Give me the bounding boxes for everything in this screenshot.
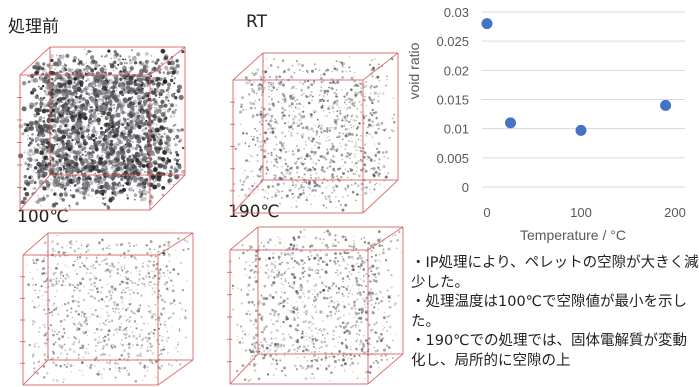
note-item: ・処理温度は100℃で空隙値が最小を示した。 bbox=[411, 294, 687, 330]
void-particles bbox=[233, 56, 396, 212]
data-points bbox=[481, 18, 672, 136]
cube-wireframe bbox=[20, 232, 194, 386]
data-point bbox=[660, 99, 672, 111]
data-point bbox=[481, 18, 493, 30]
data-point bbox=[505, 117, 516, 129]
cube-wireframe bbox=[230, 52, 399, 214]
panel-label-rt: RT bbox=[246, 12, 267, 32]
x-axis-label: Temperature / °C bbox=[520, 227, 626, 243]
panel-label-190c: 190℃ bbox=[228, 202, 280, 222]
x-tick-labels: 0 100 200 bbox=[483, 205, 685, 220]
y-tick-label: 0.025 bbox=[436, 34, 469, 49]
y-tick-label: 0 bbox=[462, 180, 469, 195]
void-cube-190c bbox=[227, 226, 404, 385]
note-item: ・190℃での処理では、固体電解質が変動化し、局所的に空隙の上 bbox=[411, 333, 687, 369]
note-item: ・IP処理により、ペレットの空隙が大きく減少した。 bbox=[411, 255, 699, 291]
void-cube-rt bbox=[230, 52, 399, 214]
void-cube-untreated bbox=[17, 46, 186, 211]
y-axis-label: void ratio bbox=[406, 42, 422, 99]
cube-wireframe bbox=[227, 226, 404, 385]
y-tick-label: 0.015 bbox=[436, 93, 469, 108]
panel-label-100c: 100℃ bbox=[17, 207, 69, 227]
y-tick-label: 0.02 bbox=[444, 63, 469, 78]
void-cube-100c bbox=[20, 232, 194, 386]
panel-label-untreated: 処理前 bbox=[8, 17, 59, 37]
findings-notes: ・IP処理により、ペレットの空隙が大きく減少した。 ・処理温度は100℃で空隙値… bbox=[411, 254, 699, 371]
data-point bbox=[575, 124, 587, 136]
y-tick-label: 0.005 bbox=[436, 151, 469, 166]
x-tick-label: 0 bbox=[483, 205, 490, 220]
x-tick-label: 200 bbox=[664, 205, 686, 220]
y-tick-label: 0.03 bbox=[444, 5, 469, 20]
chart-gridlines bbox=[482, 11, 685, 188]
cube-wireframe bbox=[17, 46, 186, 211]
x-tick-label: 100 bbox=[570, 205, 592, 220]
y-tick-label: 0.01 bbox=[444, 122, 469, 137]
y-tick-labels: 0 0.005 0.01 0.015 0.02 0.025 0.03 bbox=[436, 5, 469, 195]
